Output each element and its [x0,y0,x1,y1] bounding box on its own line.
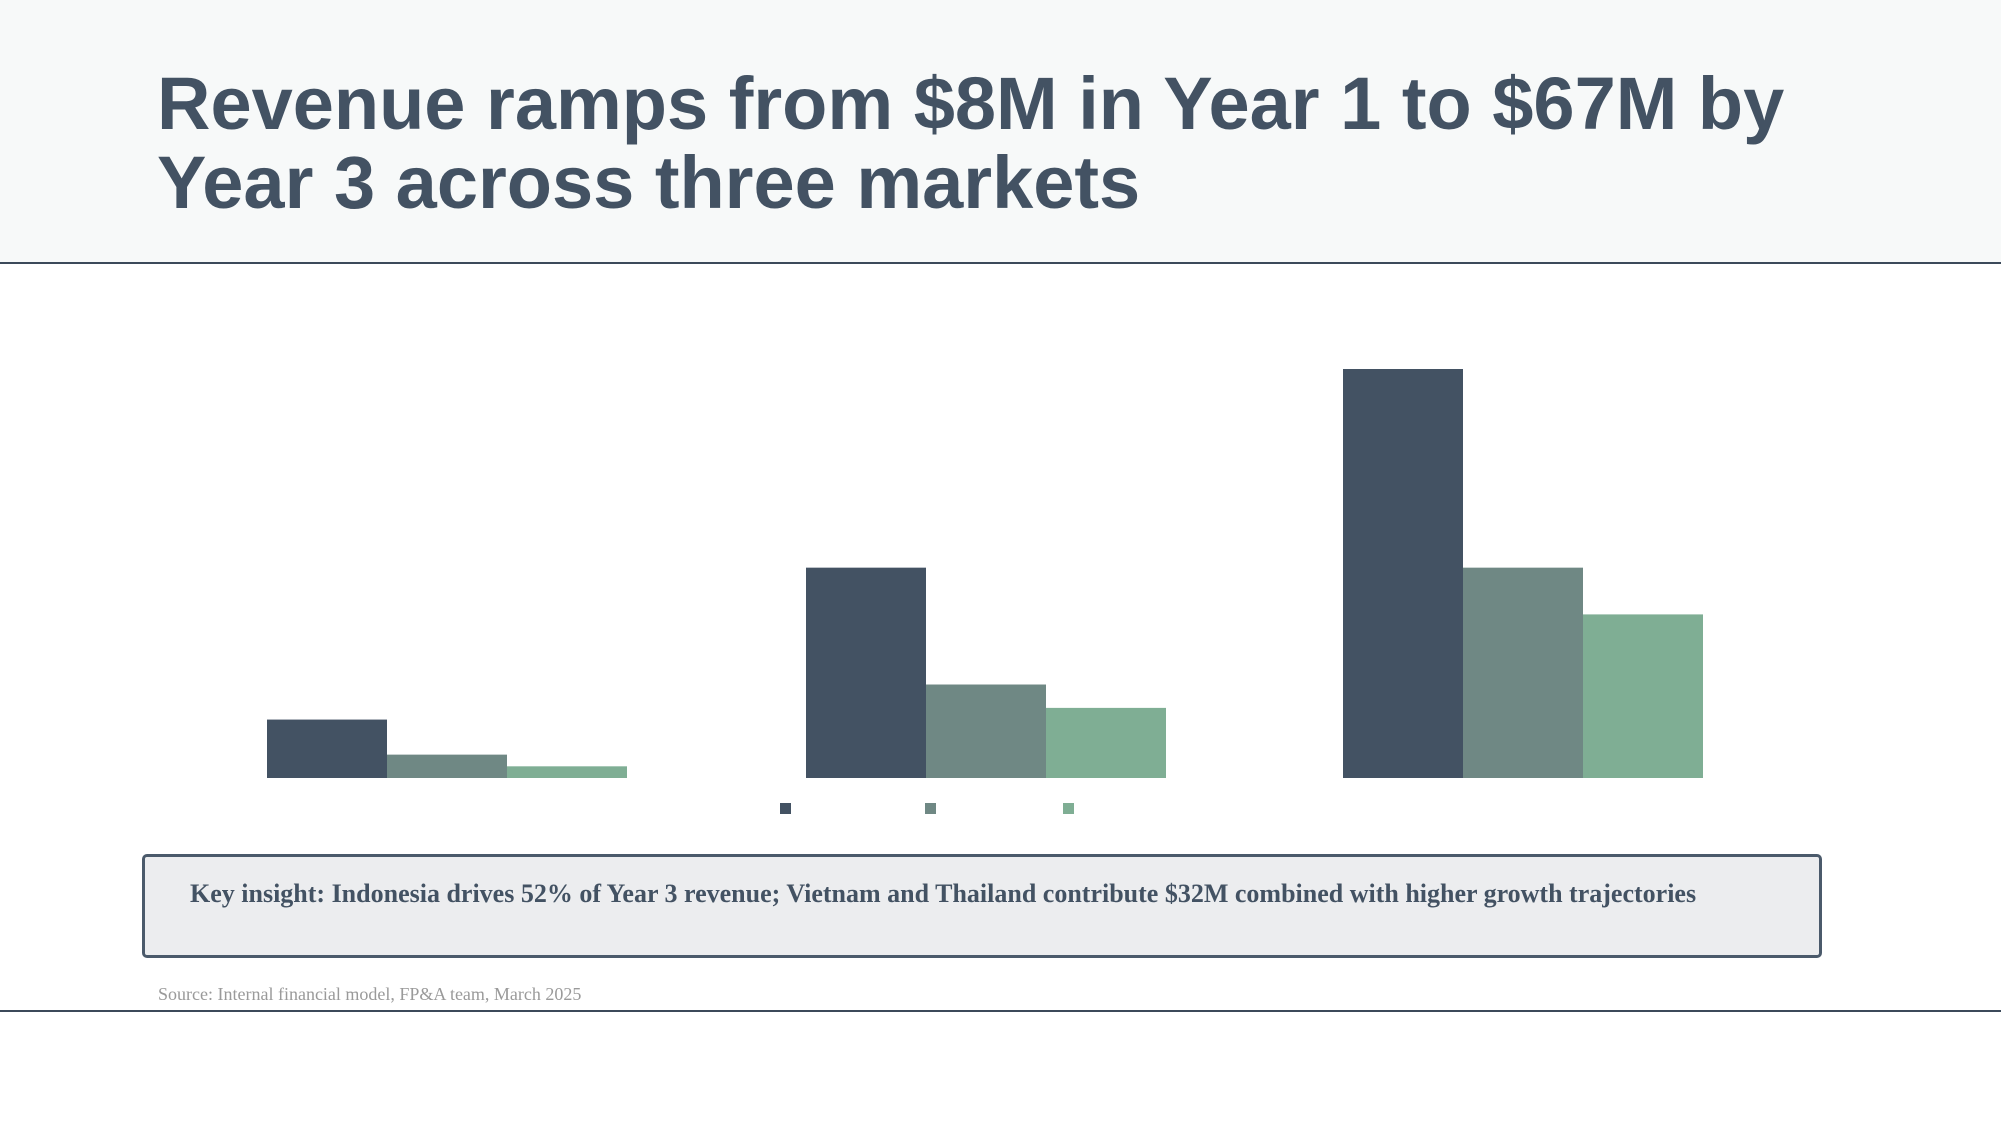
bar-series-2-group-3 [1463,567,1583,778]
source-note: Source: Internal financial model, FP&A t… [158,984,582,1004]
bar-series-3-group-2 [1046,707,1166,778]
title-header: Revenue ramps from $8M in Year 1 to $67M… [0,0,2001,264]
bar-series-2-group-1 [387,754,507,778]
bar-series-1-group-1 [267,719,387,778]
legend-swatch-series-3 [1063,803,1074,814]
bar-series-3-group-3 [1583,614,1703,778]
bar-series-1-group-2 [806,567,926,778]
bottom-divider [0,1010,2001,1012]
bar-series-1-group-3 [1343,369,1463,778]
bar-series-2-group-2 [926,684,1046,778]
legend-swatch-series-2 [925,803,936,814]
key-insight-box: Key insight: Indonesia drives 52% of Yea… [142,854,1822,958]
bar-series-3-group-1 [507,766,627,778]
page-title: Revenue ramps from $8M in Year 1 to $67M… [157,62,1785,224]
revenue-bar-chart [267,369,1703,814]
legend-swatch-series-1 [780,803,791,814]
key-insight-text: Key insight: Indonesia drives 52% of Yea… [190,879,1697,908]
